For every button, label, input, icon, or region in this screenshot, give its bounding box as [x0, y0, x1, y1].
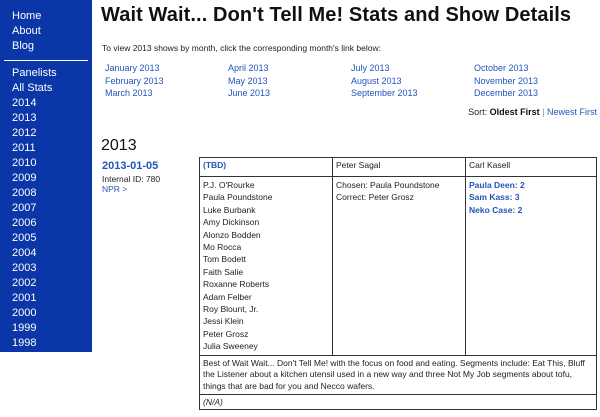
sidebar-link-2008[interactable]: 2008: [12, 187, 37, 199]
show-internal-id: Internal ID: 780: [102, 174, 161, 184]
sidebar-link-panelists[interactable]: Panelists: [12, 67, 57, 79]
sidebar-link-2002[interactable]: 2002: [12, 277, 37, 289]
sort-newest-first-link[interactable]: Newest First: [546, 107, 597, 117]
sidebar-link-2012[interactable]: 2012: [12, 127, 37, 139]
panelist-name: Luke Burbank: [203, 204, 256, 215]
panelist-name: P.J. O'Rourke: [203, 180, 255, 190]
month-link-may[interactable]: May 2013: [228, 75, 268, 86]
bluff-correct: Correct: Peter Grosz: [336, 192, 414, 203]
month-link-july[interactable]: July 2013: [351, 63, 390, 73]
month-links-grid: January 2013 April 2013 July 2013 Octobe…: [105, 63, 595, 101]
panelist-name: Roy Blount, Jr.: [203, 304, 259, 315]
sidebar-link-2004[interactable]: 2004: [12, 247, 37, 259]
panelist-name: Adam Felber: [203, 291, 252, 302]
bluff-cell: Chosen: Paula Poundstone Correct: Peter …: [332, 176, 466, 356]
sidebar-link-all-stats[interactable]: All Stats: [12, 82, 53, 94]
sidebar-link-2014[interactable]: 2014: [12, 97, 37, 109]
sidebar-link-2010[interactable]: 2010: [12, 157, 37, 169]
guests-cell: Paula Deen: 2 Sam Kass: 3 Neko Case: 2: [465, 176, 597, 356]
panelist-name: Faith Salie: [203, 266, 244, 277]
sidebar-link-2007[interactable]: 2007: [12, 202, 37, 214]
show-details-table: (TBD) Peter Sagal Carl Kasell P.J. O'Rou…: [199, 157, 597, 411]
sidebar-top-links: Home About Blog: [0, 0, 92, 54]
sidebar-link-2001[interactable]: 2001: [12, 292, 37, 304]
bluff-chosen: Chosen: Paula Poundstone: [336, 180, 440, 190]
month-link-april[interactable]: April 2013: [228, 63, 269, 73]
sidebar-link-2005[interactable]: 2005: [12, 232, 37, 244]
panelist-name: Julia Sweeney: [203, 341, 258, 352]
sidebar-link-about[interactable]: About: [12, 25, 41, 37]
month-link-september[interactable]: September 2013: [351, 88, 418, 98]
panelist-name: Jessi Klein: [203, 316, 244, 327]
sidebar-link-1999[interactable]: 1999: [12, 322, 37, 334]
scorekeeper-cell: Carl Kasell: [465, 157, 597, 177]
month-intro-text: To view 2013 shows by month, click the c…: [102, 43, 381, 53]
panelist-name: Peter Grosz: [203, 328, 249, 339]
panelist-name: Amy Dickinson: [203, 217, 260, 228]
show-details-header-row: (TBD) Peter Sagal Carl Kasell: [199, 157, 597, 177]
panelist-name: Tom Bodett: [203, 254, 246, 265]
sidebar-link-1998[interactable]: 1998: [12, 337, 37, 349]
guest-score[interactable]: Neko Case: 2: [469, 204, 523, 215]
guest-host-cell: (TBD): [199, 157, 333, 177]
month-link-november[interactable]: November 2013: [474, 75, 539, 86]
sidebar-link-blog[interactable]: Blog: [12, 40, 35, 52]
sidebar-link-2013[interactable]: 2013: [12, 112, 37, 124]
sidebar-year-links: Panelists All Stats 2014 2013 2012 2011 …: [0, 66, 92, 351]
sidebar-link-2000[interactable]: 2000: [12, 307, 37, 319]
guest-score[interactable]: Paula Deen: 2: [469, 180, 525, 190]
month-link-february[interactable]: February 2013: [105, 75, 164, 86]
month-link-august[interactable]: August 2013: [351, 75, 402, 86]
panelists-cell: P.J. O'Rourke Paula Poundstone Luke Burb…: [199, 176, 333, 356]
sidebar-nav: Home About Blog Panelists All Stats 2014…: [0, 0, 92, 352]
show-details-main-row: P.J. O'Rourke Paula Poundstone Luke Burb…: [199, 176, 597, 356]
page-title: Wait Wait... Don't Tell Me! Stats and Sh…: [101, 4, 572, 26]
sidebar-link-2011[interactable]: 2011: [12, 142, 36, 154]
show-date-link[interactable]: 2013-01-05: [102, 160, 159, 172]
sidebar-link-2003[interactable]: 2003: [12, 262, 37, 274]
show-notes-row: (N/A): [199, 394, 597, 411]
host-cell: Peter Sagal: [332, 157, 466, 177]
month-link-january[interactable]: January 2013: [105, 63, 160, 73]
sort-controls: Sort: Oldest First | Newest First: [468, 107, 597, 117]
sort-separator: |: [542, 107, 545, 117]
panelist-name: Roxanne Roberts: [203, 279, 270, 290]
guest-score[interactable]: Sam Kass: 3: [469, 192, 520, 203]
show-description-row: Best of Wait Wait... Don't Tell Me! with…: [199, 354, 597, 396]
show-description: Best of Wait Wait... Don't Tell Me! with…: [199, 354, 597, 396]
npr-link[interactable]: NPR >: [102, 184, 128, 194]
panelist-name: Alonzo Bodden: [203, 229, 261, 240]
sidebar-link-home[interactable]: Home: [12, 10, 42, 22]
guest-host-link[interactable]: (TBD): [203, 160, 227, 170]
show-notes: (N/A): [199, 394, 597, 411]
sidebar-link-2009[interactable]: 2009: [12, 172, 37, 184]
year-heading: 2013: [101, 137, 137, 155]
show-info: 2013-01-05 Internal ID: 780 NPR >: [102, 160, 160, 194]
sort-label: Sort:: [468, 107, 488, 117]
panelist-name: Mo Rocca: [203, 242, 242, 253]
sidebar-divider: [4, 60, 88, 61]
month-link-december[interactable]: December 2013: [474, 88, 539, 98]
sidebar-link-2006[interactable]: 2006: [12, 217, 37, 229]
month-link-june[interactable]: June 2013: [228, 88, 271, 98]
month-link-october[interactable]: October 2013: [474, 63, 529, 73]
panelist-name: Paula Poundstone: [203, 192, 273, 203]
month-link-march[interactable]: March 2013: [105, 88, 153, 98]
sort-oldest-first-active: Oldest First: [489, 107, 540, 117]
